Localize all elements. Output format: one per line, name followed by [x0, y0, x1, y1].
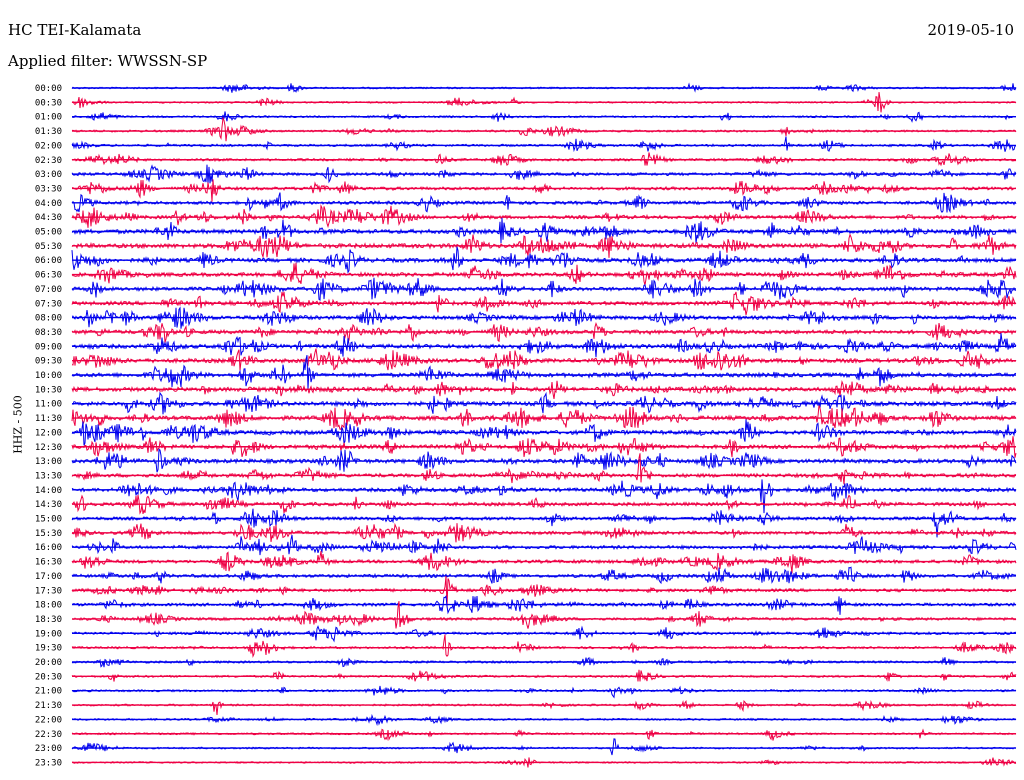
trace-line: [71, 116, 1017, 142]
row-time-label: 09:00: [35, 342, 62, 352]
row-time-label: 15:00: [35, 515, 62, 525]
trace-line: [71, 179, 1017, 202]
row-time-label: 14:00: [35, 486, 62, 496]
trace-line: [71, 534, 1017, 556]
trace-line: [71, 453, 1017, 485]
trace-line: [71, 233, 1017, 259]
row-time-label: 05:00: [35, 228, 62, 238]
row-time-label: 05:30: [35, 242, 62, 252]
row-time-label: 17:30: [35, 586, 62, 596]
row-time-label: 23:00: [35, 744, 62, 754]
row-time-label: 22:30: [35, 730, 62, 740]
row-time-label: 16:30: [35, 558, 62, 568]
row-time-label: 12:30: [35, 443, 62, 453]
row-time-label: 08:30: [35, 328, 62, 338]
row-time-label: 21:30: [35, 701, 62, 711]
row-time-label: 10:00: [35, 371, 62, 381]
row-time-label: 01:30: [35, 127, 62, 137]
row-time-label: 17:00: [35, 572, 62, 582]
row-time-label: 00:00: [35, 84, 62, 94]
row-time-label: 00:30: [35, 98, 62, 108]
row-time-label: 06:00: [35, 256, 62, 266]
row-time-label: 15:30: [35, 529, 62, 539]
row-time-label: 13:30: [35, 471, 62, 481]
trace-line: [71, 354, 1017, 390]
trace-line: [71, 728, 1017, 741]
row-time-label: 11:00: [35, 400, 62, 410]
trace-line: [71, 379, 1017, 399]
row-time-label: 22:00: [35, 715, 62, 725]
row-time-label: 19:00: [35, 629, 62, 639]
trace-line: [71, 391, 1017, 415]
trace-line: [71, 738, 1017, 756]
trace-line: [71, 479, 1017, 514]
trace-line: [71, 136, 1017, 153]
row-time-label: 03:30: [35, 184, 62, 194]
row-time-label: 10:30: [35, 385, 62, 395]
row-time-label: 13:00: [35, 457, 62, 467]
row-time-label: 18:30: [35, 615, 62, 625]
row-time-label: 06:30: [35, 271, 62, 281]
row-time-label: 02:30: [35, 156, 62, 166]
filter-label: Applied filter: WWSSN-SP: [8, 52, 208, 70]
trace-line: [71, 217, 1017, 244]
trace-line: [71, 333, 1017, 358]
row-time-label: 20:00: [35, 658, 62, 668]
row-time-label: 18:00: [35, 601, 62, 611]
row-time-label: 21:00: [35, 687, 62, 697]
trace-line: [71, 685, 1017, 699]
trace-line: [71, 494, 1016, 515]
trace-line: [71, 246, 1017, 274]
row-time-label: 04:30: [35, 213, 62, 223]
row-time-label: 16:00: [35, 543, 62, 553]
row-time-label: 07:00: [35, 285, 62, 295]
row-time-label: 12:00: [35, 428, 62, 438]
row-time-label: 03:00: [35, 170, 62, 180]
row-time-label: 08:00: [35, 314, 62, 324]
trace-line: [71, 321, 1017, 343]
row-time-label: 04:00: [35, 199, 62, 209]
trace-line: [71, 152, 1017, 167]
date-label: 2019-05-10: [927, 21, 1014, 39]
row-time-label: 23:30: [35, 758, 62, 768]
row-time-label: 09:30: [35, 357, 62, 367]
row-time-label: 19:30: [35, 644, 62, 654]
trace-line: [71, 576, 1017, 608]
row-time-label: 11:30: [35, 414, 62, 424]
row-time-label: 01:00: [35, 113, 62, 123]
row-time-label: 07:30: [35, 299, 62, 309]
station-title: HC TEI-Kalamata: [8, 21, 142, 39]
trace-line: [71, 634, 1017, 659]
row-time-label: 20:30: [35, 672, 62, 682]
row-time-label: 14:30: [35, 500, 62, 510]
row-time-label: 02:00: [35, 141, 62, 151]
trace-line: [71, 699, 1017, 715]
trace-line: [71, 348, 1017, 371]
trace-line: [71, 595, 1017, 615]
